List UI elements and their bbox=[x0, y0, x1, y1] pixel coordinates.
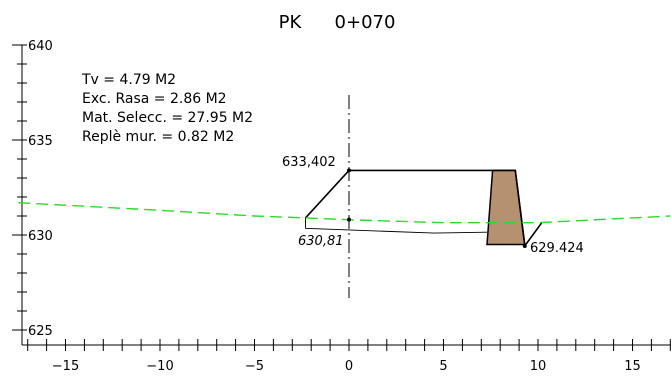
x-tick-label: 0 bbox=[345, 359, 353, 374]
quantity-block: Tv = 4.79 M2 Exc. Rasa = 2.86 M2 Mat. Se… bbox=[81, 72, 253, 145]
toe-elevation-label: 629.424 bbox=[530, 241, 584, 256]
x-tick-label: −5 bbox=[245, 359, 264, 374]
info-line-exc: Exc. Rasa = 2.86 M2 bbox=[82, 91, 227, 107]
section-outline bbox=[304, 169, 543, 248]
terrain-line bbox=[18, 202, 671, 224]
top-point bbox=[347, 168, 351, 173]
y-tick-label: 635 bbox=[28, 134, 53, 149]
retaining-wall bbox=[486, 169, 526, 246]
axes: 640 635 630 625 −15 −10 −5 0 5 10 15 bbox=[12, 39, 671, 374]
x-tick-label: 15 bbox=[624, 359, 641, 374]
y-tick-label: 630 bbox=[28, 229, 53, 244]
info-line-tv: Tv = 4.79 M2 bbox=[81, 72, 176, 88]
subgrade-line bbox=[305, 217, 488, 234]
top-elevation-label: 633,402 bbox=[282, 155, 336, 170]
x-tick-label: −15 bbox=[52, 359, 79, 374]
station-value: 0+070 bbox=[335, 12, 396, 33]
x-tick-label: 5 bbox=[439, 359, 447, 374]
x-tick-label: −10 bbox=[146, 359, 173, 374]
ground-point bbox=[347, 217, 351, 222]
ground-elevation-label: 630,81 bbox=[298, 234, 344, 249]
y-ticks: 640 635 630 625 bbox=[12, 39, 53, 339]
info-line-mat: Mat. Selecc. = 27.95 M2 bbox=[82, 110, 253, 126]
x-ticks: −15 −10 −5 0 5 10 15 bbox=[27, 339, 671, 374]
info-line-reple: Replè mur. = 0.82 M2 bbox=[82, 129, 234, 145]
y-tick-label: 625 bbox=[28, 324, 53, 339]
toe-point bbox=[522, 243, 527, 248]
x-tick-label: 10 bbox=[530, 359, 547, 374]
y-tick-label: 640 bbox=[28, 39, 53, 54]
station-prefix: PK bbox=[279, 12, 303, 33]
